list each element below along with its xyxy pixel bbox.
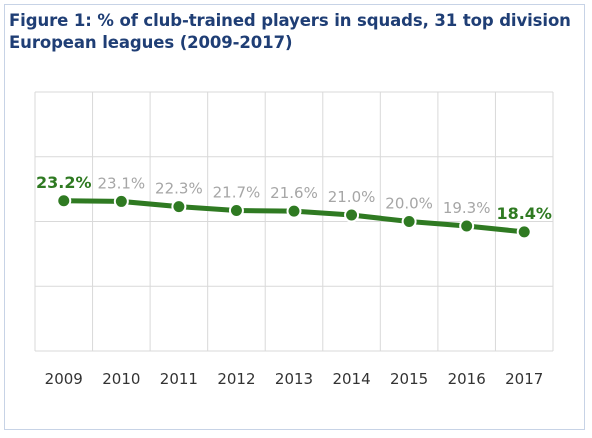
x-tick-label-2010: 2010 [102,370,140,388]
data-label-2009: 23.2% [36,173,92,192]
x-tick-label-2009: 2009 [45,370,83,388]
data-label-2016: 19.3% [443,199,491,217]
data-point-2016 [459,218,475,234]
data-point-2013 [286,203,302,219]
x-tick-label-2016: 2016 [448,370,486,388]
data-label-2015: 20.0% [385,195,433,213]
chart-title: Figure 1: % of club-trained players in s… [9,11,571,52]
x-axis-tick-layer: 2009 2010 2011 2012 2013 2014 2015 2016 2017 [45,370,544,388]
data-point-2011 [171,199,187,215]
x-tick-label-2012: 2012 [217,370,255,388]
data-label-2011: 22.3% [155,180,203,198]
x-tick-label-2014: 2014 [332,370,370,388]
x-tick-label-2017: 2017 [505,370,543,388]
data-label-2013: 21.6% [270,184,318,202]
x-tick-label-2015: 2015 [390,370,428,388]
x-tick-label-2013: 2013 [275,370,313,388]
data-point-2009 [56,193,72,209]
data-label-2014: 21.0% [328,188,376,206]
data-point-2015 [401,214,417,229]
data-label-layer: 23.2% 23.1% 22.3% 21.7% 21.6% 21.0% 20.0% 19.3%… [36,173,552,223]
data-point-2014 [344,207,360,223]
x-tick-label-2011: 2011 [160,370,198,388]
marker-layer [56,193,532,240]
grid-layer [34,91,554,352]
data-label-2017: 18.4% [496,204,552,223]
data-point-2012 [228,202,244,218]
data-point-2017 [516,224,532,240]
data-point-2010 [113,193,129,209]
data-label-2010: 23.1% [98,174,146,192]
data-label-2012: 21.7% [213,183,261,201]
